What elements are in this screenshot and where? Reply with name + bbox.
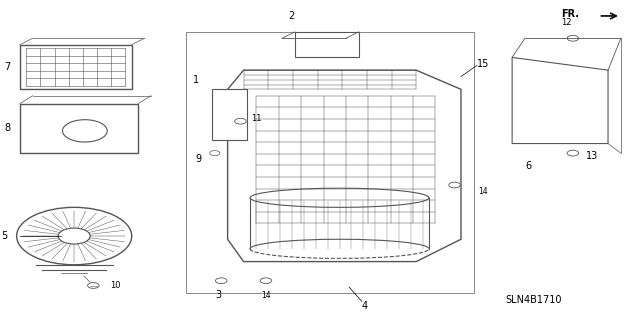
Circle shape (88, 283, 99, 288)
Text: 2: 2 (289, 11, 294, 21)
Bar (212, 89, 247, 140)
Text: 1: 1 (193, 75, 198, 85)
Text: 7: 7 (4, 62, 10, 72)
Text: FR.: FR. (561, 9, 579, 19)
Text: 8: 8 (4, 123, 10, 133)
Circle shape (260, 278, 272, 284)
Text: SLN4B1710: SLN4B1710 (506, 295, 562, 305)
Text: 9: 9 (196, 154, 202, 165)
Text: 4: 4 (362, 301, 368, 311)
Circle shape (567, 150, 579, 156)
Bar (20, 45, 132, 89)
Circle shape (235, 118, 246, 124)
Text: 13: 13 (586, 151, 598, 161)
Circle shape (210, 151, 220, 156)
Text: 11: 11 (251, 114, 262, 122)
Text: 10: 10 (111, 281, 121, 290)
Text: 6: 6 (525, 161, 531, 171)
Circle shape (449, 182, 460, 188)
Bar (186, 32, 474, 293)
Text: 14: 14 (261, 291, 271, 300)
Text: 3: 3 (215, 290, 221, 300)
Text: 5: 5 (1, 231, 7, 241)
Circle shape (216, 278, 227, 284)
Bar (20, 104, 138, 153)
Circle shape (567, 35, 579, 41)
Text: 14: 14 (479, 187, 488, 196)
Text: 15: 15 (477, 59, 490, 69)
Text: 12: 12 (561, 18, 572, 27)
